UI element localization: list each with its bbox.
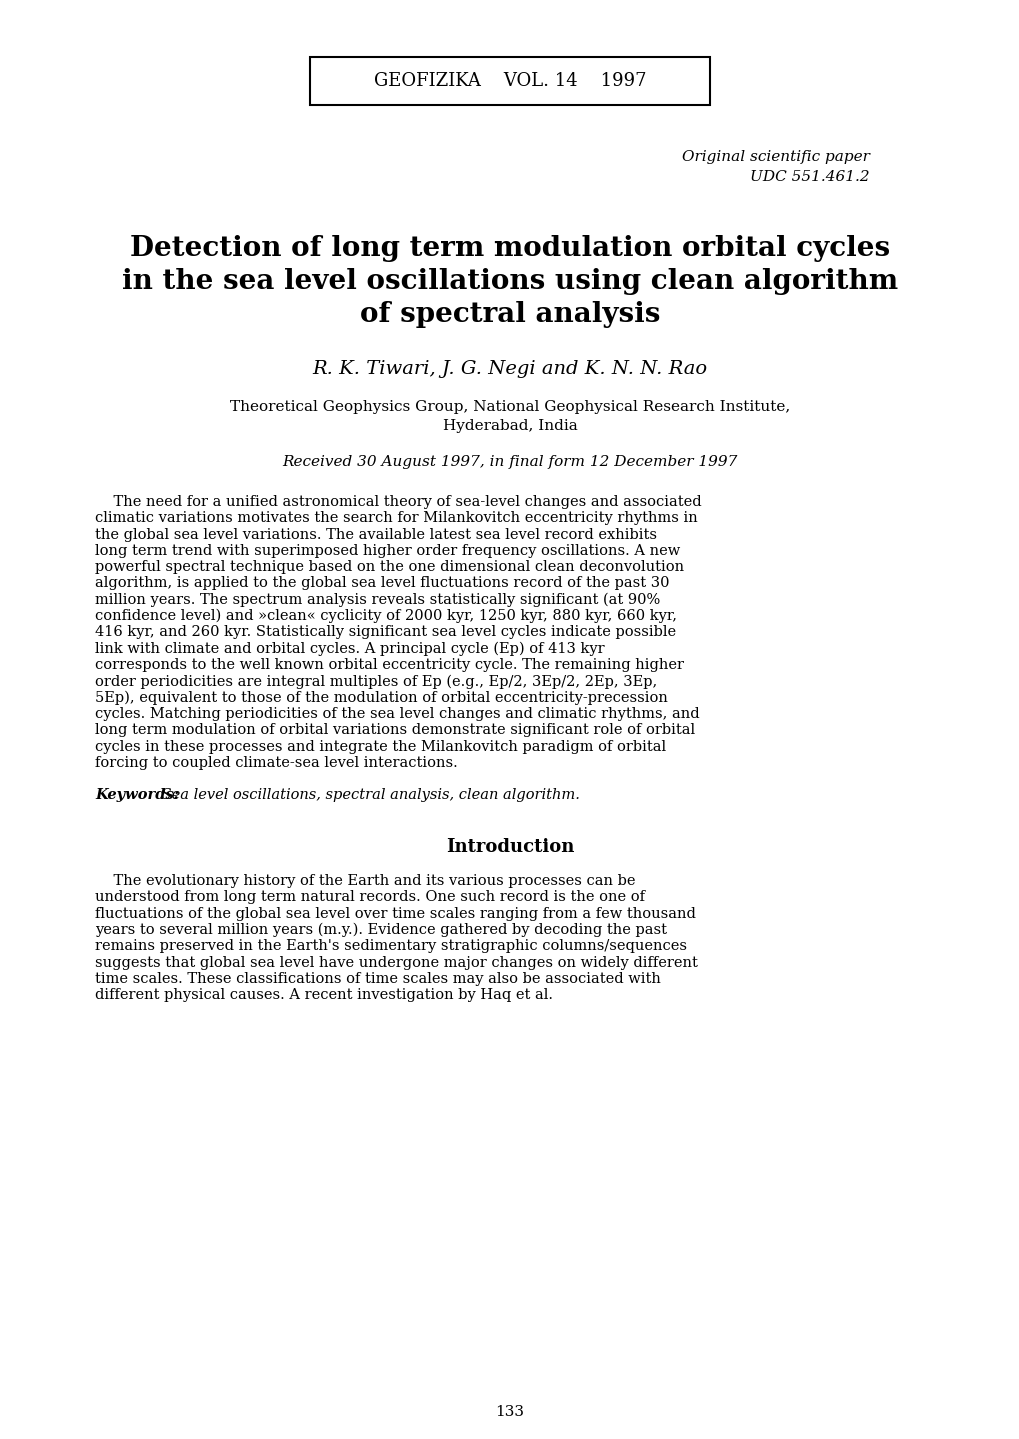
Text: GEOFIZIKA    VOL. 14    1997: GEOFIZIKA VOL. 14 1997 — [373, 72, 646, 91]
Text: long term trend with superimposed higher order frequency oscillations. A new: long term trend with superimposed higher… — [95, 544, 680, 558]
Text: suggests that global sea level have undergone major changes on widely different: suggests that global sea level have unde… — [95, 955, 697, 970]
Text: The evolutionary history of the Earth and its various processes can be: The evolutionary history of the Earth an… — [95, 873, 635, 888]
Text: Detection of long term modulation orbital cycles: Detection of long term modulation orbita… — [129, 235, 890, 262]
Text: 416 kyr, and 260 kyr. Statistically significant sea level cycles indicate possib: 416 kyr, and 260 kyr. Statistically sign… — [95, 626, 676, 639]
Text: remains preserved in the Earth's sedimentary stratigraphic columns/sequences: remains preserved in the Earth's sedimen… — [95, 940, 687, 953]
Text: 133: 133 — [495, 1404, 524, 1419]
Text: million years. The spectrum analysis reveals statistically significant (at 90%: million years. The spectrum analysis rev… — [95, 593, 659, 607]
Text: algorithm, is applied to the global sea level fluctuations record of the past 30: algorithm, is applied to the global sea … — [95, 577, 668, 590]
Text: different physical causes. A recent investigation by Haq et al.: different physical causes. A recent inve… — [95, 989, 552, 1002]
Text: forcing to coupled climate-sea level interactions.: forcing to coupled climate-sea level int… — [95, 755, 458, 770]
Text: Keywords:: Keywords: — [95, 789, 179, 802]
Text: understood from long term natural records. One such record is the one of: understood from long term natural record… — [95, 891, 644, 904]
Text: fluctuations of the global sea level over time scales ranging from a few thousan: fluctuations of the global sea level ove… — [95, 907, 695, 921]
Text: order periodicities are integral multiples of Ep (e.g., Ep/2, 3Ep/2, 2Ep, 3Ep,: order periodicities are integral multipl… — [95, 675, 656, 689]
Text: climatic variations motivates the search for Milankovitch eccentricity rhythms i: climatic variations motivates the search… — [95, 511, 697, 525]
Text: Sea level oscillations, spectral analysis, clean algorithm.: Sea level oscillations, spectral analysi… — [157, 789, 580, 802]
Text: Received 30 August 1997, in final form 12 December 1997: Received 30 August 1997, in final form 1… — [282, 455, 737, 469]
Text: R. K. Tiwari, J. G. Negi and K. N. N. Rao: R. K. Tiwari, J. G. Negi and K. N. N. Ra… — [312, 360, 707, 378]
Text: time scales. These classifications of time scales may also be associated with: time scales. These classifications of ti… — [95, 971, 660, 986]
Text: the global sea level variations. The available latest sea level record exhibits: the global sea level variations. The ava… — [95, 528, 656, 541]
Text: link with climate and orbital cycles. A principal cycle (Ep) of 413 kyr: link with climate and orbital cycles. A … — [95, 642, 604, 656]
Text: long term modulation of orbital variations demonstrate significant role of orbit: long term modulation of orbital variatio… — [95, 724, 694, 737]
Text: 5Ep), equivalent to those of the modulation of orbital eccentricity-precession: 5Ep), equivalent to those of the modulat… — [95, 691, 667, 705]
Text: years to several million years (m.y.). Evidence gathered by decoding the past: years to several million years (m.y.). E… — [95, 922, 666, 937]
FancyBboxPatch shape — [310, 58, 709, 105]
Text: corresponds to the well known orbital eccentricity cycle. The remaining higher: corresponds to the well known orbital ec… — [95, 658, 684, 672]
Text: Original scientific paper: Original scientific paper — [682, 150, 869, 164]
Text: in the sea level oscillations using clean algorithm: in the sea level oscillations using clea… — [122, 268, 897, 295]
Text: UDC 551.461.2: UDC 551.461.2 — [750, 170, 869, 184]
Text: Introduction: Introduction — [445, 837, 574, 856]
Text: Hyderabad, India: Hyderabad, India — [442, 419, 577, 433]
Text: The need for a unified astronomical theory of sea-level changes and associated: The need for a unified astronomical theo… — [95, 495, 701, 509]
Text: Theoretical Geophysics Group, National Geophysical Research Institute,: Theoretical Geophysics Group, National G… — [229, 400, 790, 414]
Text: cycles in these processes and integrate the Milankovitch paradigm of orbital: cycles in these processes and integrate … — [95, 740, 665, 754]
Text: powerful spectral technique based on the one dimensional clean deconvolution: powerful spectral technique based on the… — [95, 560, 684, 574]
Text: of spectral analysis: of spectral analysis — [360, 301, 659, 328]
Text: confidence level) and »clean« cyclicity of 2000 kyr, 1250 kyr, 880 kyr, 660 kyr,: confidence level) and »clean« cyclicity … — [95, 609, 677, 623]
Text: cycles. Matching periodicities of the sea level changes and climatic rhythms, an: cycles. Matching periodicities of the se… — [95, 707, 699, 721]
